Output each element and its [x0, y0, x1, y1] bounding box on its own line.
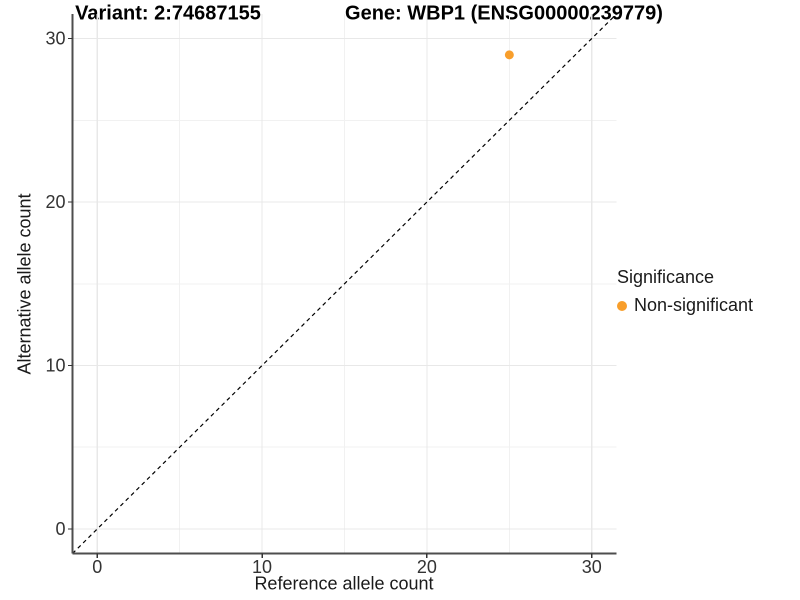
y-axis-title: Alternative allele count: [14, 193, 35, 375]
identity-line: [72, 13, 617, 554]
y-tick-label: 30: [45, 29, 65, 49]
x-axis-title: Reference allele count: [254, 573, 434, 594]
y-tick-label: 0: [55, 519, 65, 539]
legend-marker-icon: [617, 300, 627, 311]
x-tick-label: 10: [252, 557, 272, 577]
legend-item-label: Non-significant: [634, 295, 754, 315]
x-tick-label: 20: [417, 557, 437, 577]
legend-title: Significance: [617, 267, 715, 287]
plot-title-gene: Gene: WBP1 (ENSG00000239779): [345, 2, 663, 25]
x-tick-label: 0: [92, 557, 102, 577]
y-tick-label: 10: [45, 355, 65, 375]
legend-item-non-significant: Non-significant: [617, 295, 753, 316]
plot-title-variant: Variant: 2:74687155: [75, 2, 261, 25]
data-point-non-significant: [504, 50, 514, 60]
y-tick-label: 20: [45, 192, 65, 212]
x-tick-label: 30: [582, 557, 602, 577]
legend: Significance Non-significant: [617, 267, 753, 316]
